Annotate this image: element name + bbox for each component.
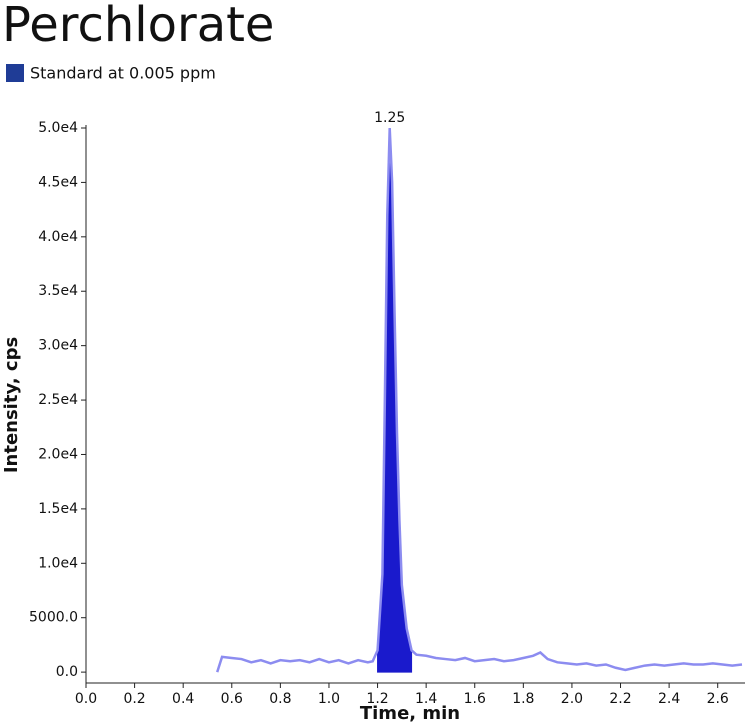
x-tick-label: 0.6: [221, 691, 243, 707]
x-tick-label: 2.2: [609, 691, 631, 707]
legend-swatch: [6, 64, 24, 82]
x-tick-label: 1.0: [318, 691, 340, 707]
y-tick-label: 3.0e4: [38, 338, 78, 354]
x-tick-label: 2.0: [561, 691, 583, 707]
x-tick-label: 1.6: [464, 691, 486, 707]
x-tick-label: 1.8: [512, 691, 534, 707]
y-tick-label: 1.0e4: [38, 555, 78, 571]
y-axis-label: Intensity, cps: [1, 337, 22, 473]
y-tick-label: 5.0e4: [38, 120, 78, 136]
x-tick-label: 2.6: [707, 691, 729, 707]
y-tick-label: 4.5e4: [38, 174, 78, 190]
x-tick-label: 2.4: [658, 691, 680, 707]
peak-label: 1.25: [374, 110, 405, 126]
x-axis-label: Time, min: [360, 703, 460, 724]
y-tick-label: 3.5e4: [38, 283, 78, 299]
y-tick-label: 0.0: [56, 664, 78, 680]
trace-line: [216, 127, 743, 673]
x-tick-label: 0.4: [172, 691, 194, 707]
legend-label: Standard at 0.005 ppm: [30, 64, 216, 83]
x-tick-label: 1.2: [366, 691, 388, 707]
y-tick-label: 2.5e4: [38, 392, 78, 408]
y-tick-label: 5000.0: [29, 610, 78, 626]
x-tick-label: 0.8: [269, 691, 291, 707]
x-tick-label: 0.2: [123, 691, 145, 707]
y-tick-label: 4.0e4: [38, 229, 78, 245]
peak-area: [377, 127, 413, 673]
y-tick-label: 2.0e4: [38, 446, 78, 462]
x-tick-label: 0.0: [75, 691, 97, 707]
x-tick-label: 1.4: [415, 691, 437, 707]
chart-title: Perchlorate: [2, 0, 274, 53]
y-tick-label: 1.5e4: [38, 501, 78, 517]
